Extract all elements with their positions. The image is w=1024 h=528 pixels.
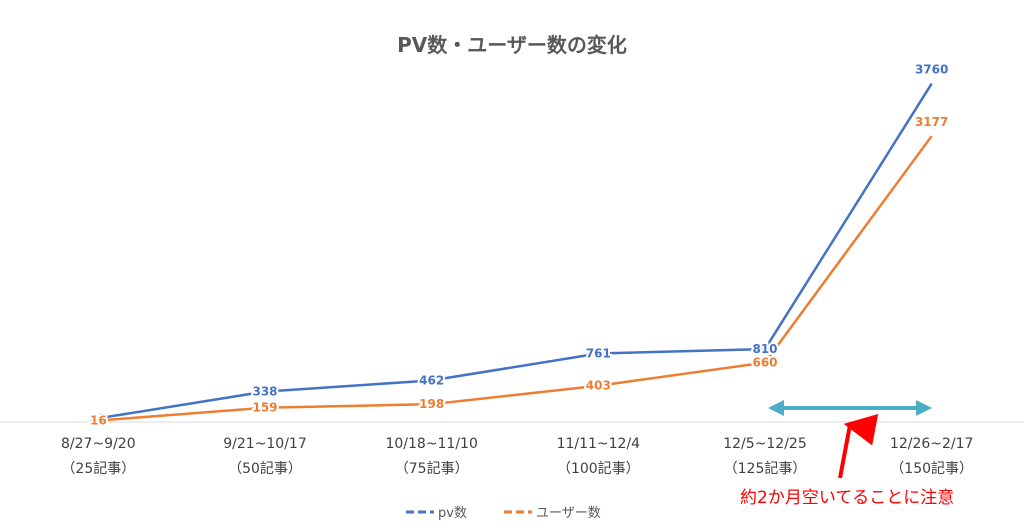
data-label: 198: [419, 397, 444, 411]
gap-note: 約2か月空いてることに注意: [740, 488, 954, 508]
x-tick-sublabel: （25記事）: [61, 460, 135, 477]
data-label: 660: [752, 356, 777, 370]
x-tick-label: 11/11~12/4: [557, 436, 641, 452]
x-tick-sublabel: （150記事）: [890, 460, 973, 477]
x-tick-sublabel: （75記事）: [395, 460, 469, 477]
legend-label-pv: pv数: [438, 506, 467, 521]
legend-label-users: ユーザー数: [536, 506, 601, 521]
data-label: 3177: [915, 115, 948, 129]
x-tick-sublabel: （100記事）: [557, 460, 640, 477]
series-line: [98, 82, 933, 420]
series-layer: [98, 82, 933, 422]
data-label: 338: [252, 385, 277, 399]
data-label: 41: [90, 411, 107, 425]
data-label: 761: [586, 347, 611, 361]
data-label: 3760: [915, 63, 948, 77]
data-label: 810: [752, 342, 777, 356]
x-tick-label: 9/21~10/17: [223, 436, 307, 452]
data-label: 403: [586, 379, 611, 393]
x-tick-label: 12/26~2/17: [890, 436, 974, 452]
note-arrow: [838, 414, 879, 479]
data-label: 462: [419, 373, 444, 387]
data-label: 159: [252, 401, 277, 415]
x-tick-label: 12/5~12/25: [723, 436, 807, 452]
x-tick-layer: 8/27~9/20 （25記事） 9/21~10/17 （50記事） 10/18~11/…: [61, 436, 973, 477]
data-label-layer: 41 338 462 761 810 3760 16 159 198 403 660 3177: [88, 61, 950, 430]
x-tick-sublabel: （50記事）: [228, 460, 302, 477]
x-tick-sublabel: （125記事）: [724, 460, 807, 477]
x-tick-label: 10/18~11/10: [385, 436, 477, 452]
legend: pv数 ユーザー数: [406, 506, 601, 521]
x-tick-label: 8/27~9/20: [61, 436, 136, 452]
gap-span-arrow: [768, 400, 932, 416]
series-line: [98, 135, 933, 422]
data-label: 16: [90, 414, 107, 428]
chart-title: PV数・ユーザー数の変化: [397, 33, 627, 57]
